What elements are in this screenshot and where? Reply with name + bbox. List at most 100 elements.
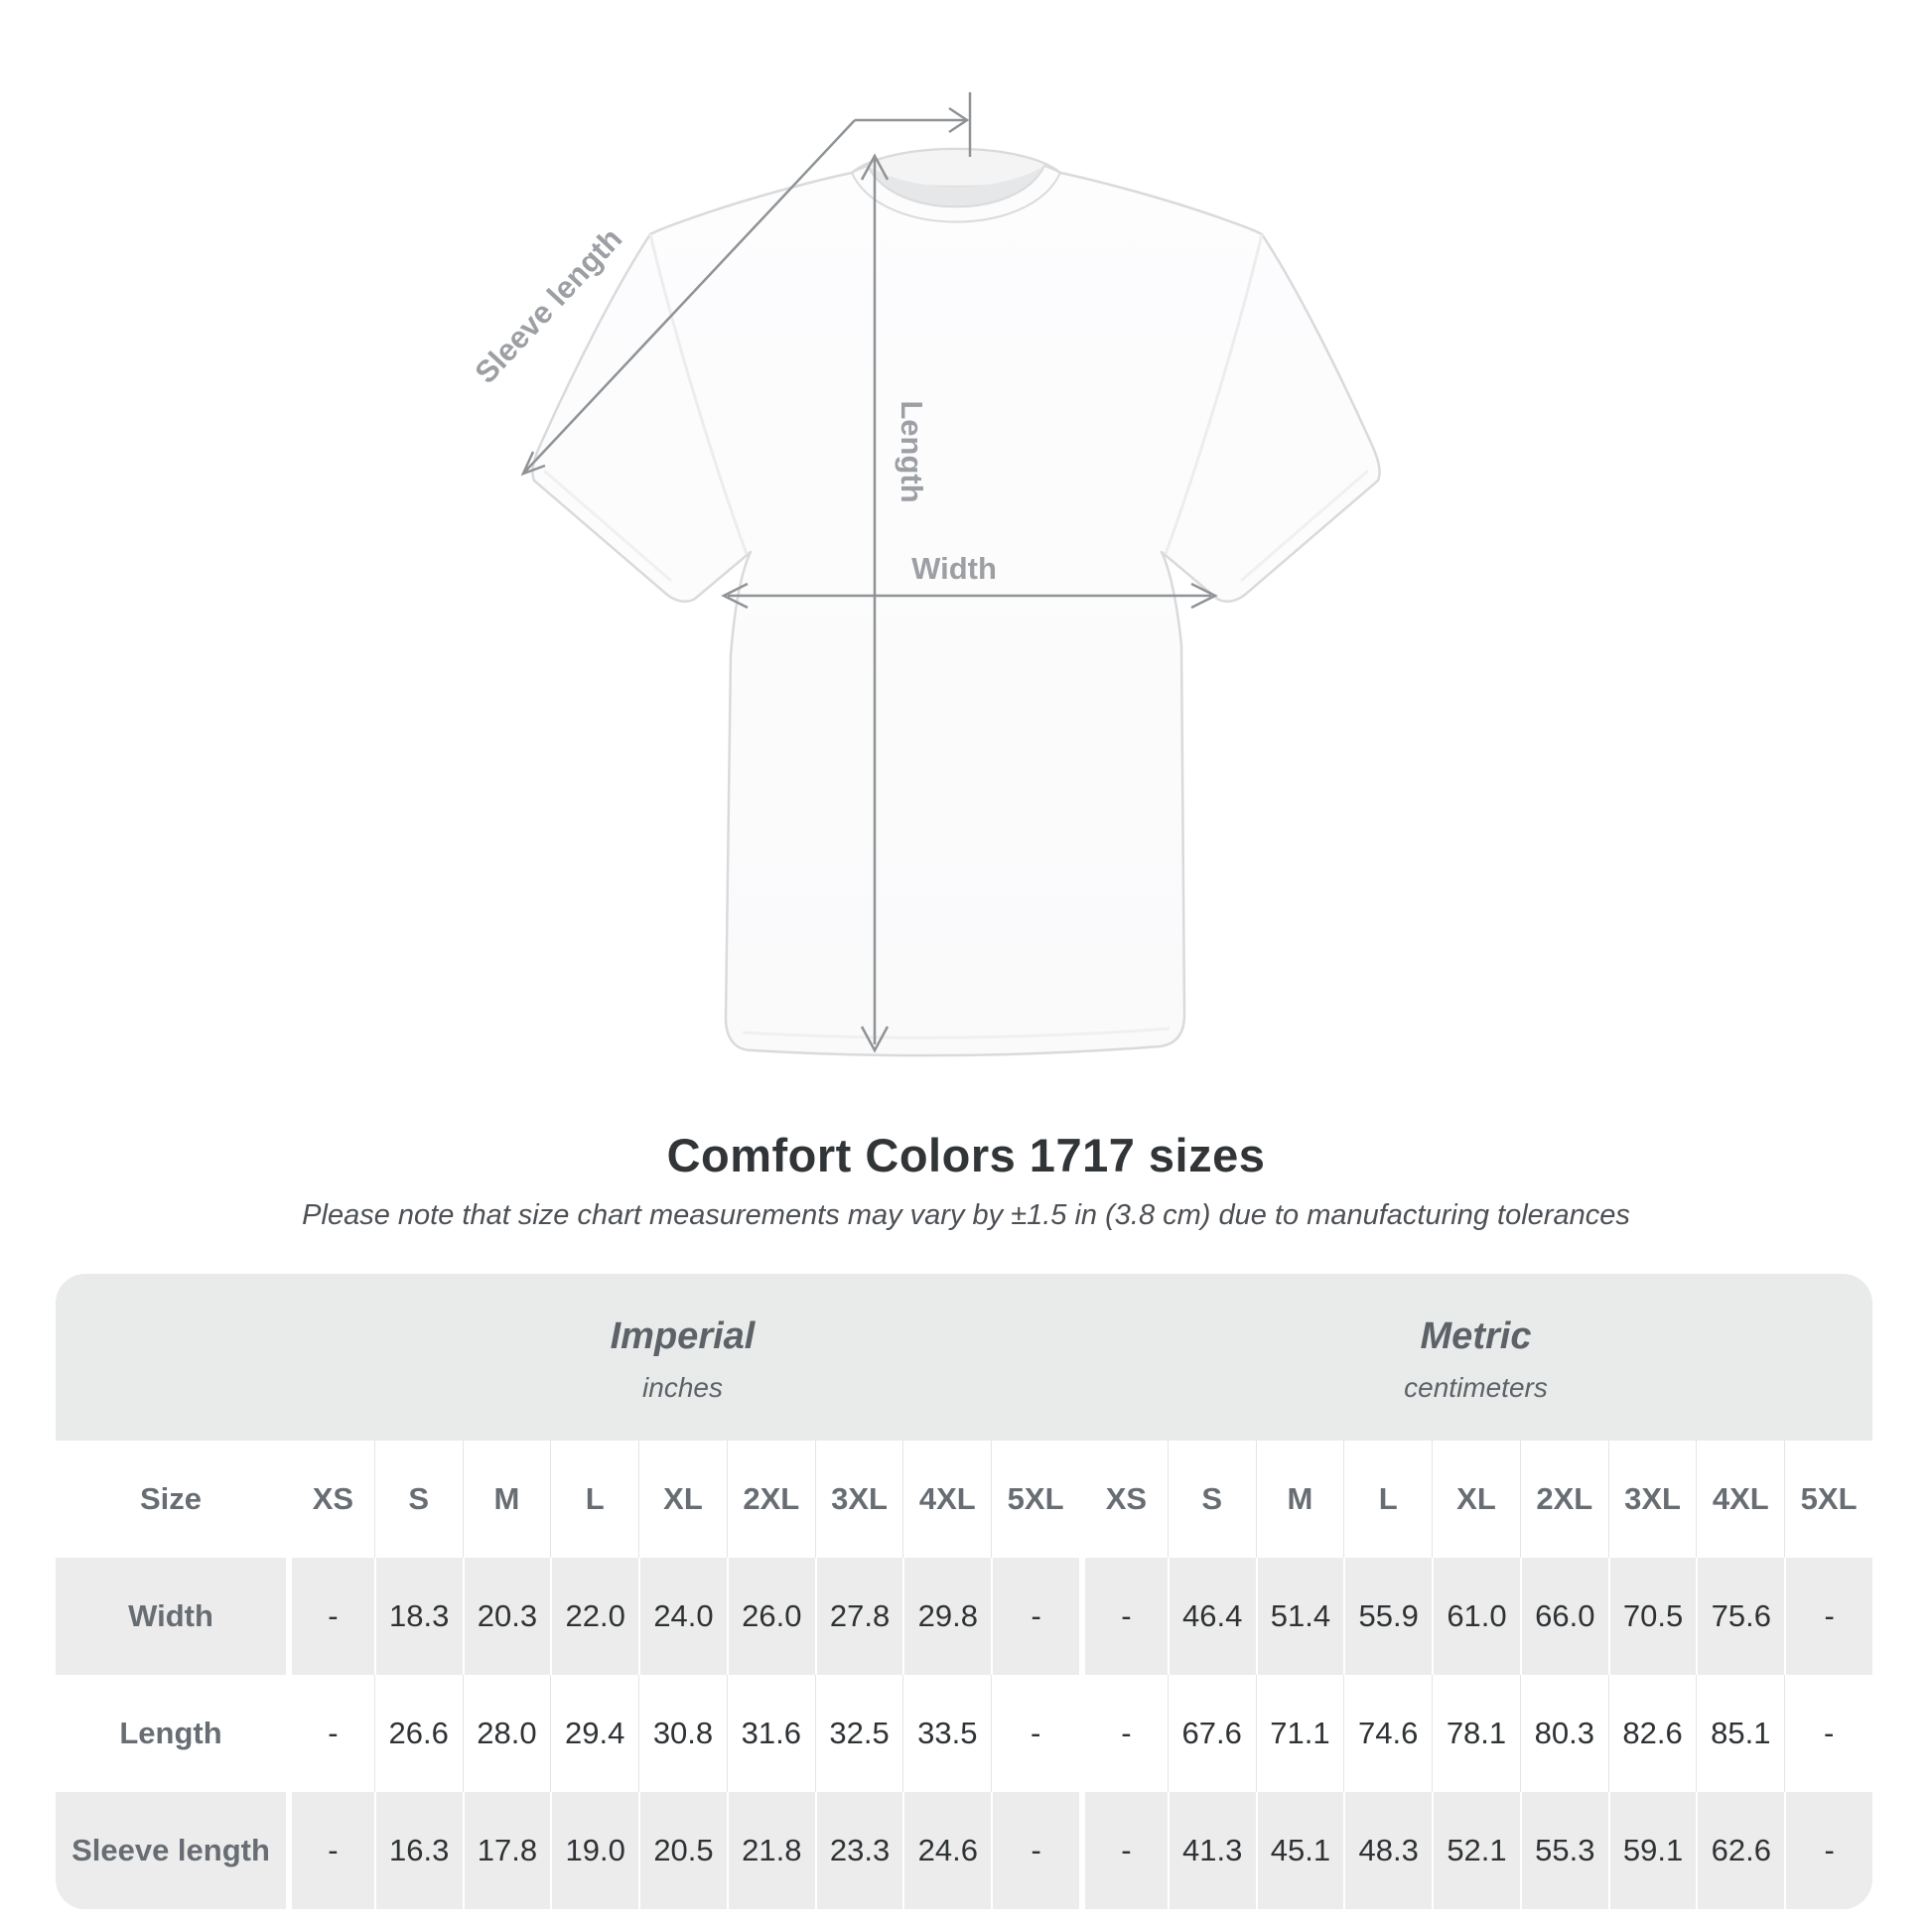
right-sleeve-hem-stitch <box>1240 469 1369 583</box>
value-cell-imperial-XS: - <box>286 1558 374 1675</box>
length-label: Length <box>895 400 929 502</box>
value-cell-imperial-5XL: - <box>991 1558 1079 1675</box>
tshirt-illustration <box>531 147 1381 1057</box>
size-header-imperial-4XL: 4XL <box>902 1441 992 1558</box>
left-sleeve-seam <box>648 233 749 555</box>
value-cell-imperial-4XL: 24.6 <box>902 1792 992 1909</box>
size-header-metric-3XL: 3XL <box>1607 1441 1697 1558</box>
size-chart-table: Imperial inches Metric centimeters Size X… <box>56 1274 1872 1909</box>
value-cell-metric-XS: - <box>1079 1792 1168 1909</box>
size-header-imperial-S: S <box>373 1441 463 1558</box>
value-cell-metric-4XL: 62.6 <box>1696 1792 1785 1909</box>
sleeve-length-right-arrowhead <box>948 106 970 134</box>
value-cell-metric-L: 55.9 <box>1343 1558 1433 1675</box>
page-title: Comfort Colors 1717 sizes <box>666 1129 1266 1181</box>
row-label: Width <box>56 1558 286 1675</box>
value-cell-metric-3XL: 70.5 <box>1607 1558 1697 1675</box>
value-cell-imperial-XS: - <box>286 1792 374 1909</box>
value-cell-imperial-S: 16.3 <box>373 1792 463 1909</box>
value-cell-metric-L: 74.6 <box>1343 1675 1433 1792</box>
size-label-spacer <box>56 1274 286 1441</box>
value-cell-metric-S: 41.3 <box>1167 1792 1256 1909</box>
value-cell-metric-M: 71.1 <box>1255 1675 1344 1792</box>
size-column-header: Size <box>56 1441 286 1558</box>
size-table-grid: Size XS S M L XL 2XL 3XL 4XL 5XL XS S M L XL 2XL 3XL 4XL 5… <box>56 1441 1872 1909</box>
value-cell-metric-S: 67.6 <box>1167 1675 1256 1792</box>
value-cell-imperial-L: 22.0 <box>550 1558 639 1675</box>
value-cell-imperial-3XL: 27.8 <box>814 1558 903 1675</box>
neck-opening <box>868 166 1044 207</box>
sleeve-length-diagonal-line <box>522 119 856 475</box>
tshirt-body <box>531 147 1381 1057</box>
size-header-imperial-XL: XL <box>638 1441 727 1558</box>
value-cell-metric-XS: - <box>1079 1675 1168 1792</box>
value-cell-imperial-2XL: 21.8 <box>726 1792 815 1909</box>
value-cell-metric-XL: 78.1 <box>1432 1675 1520 1792</box>
size-header-imperial-5XL: 5XL <box>991 1441 1079 1558</box>
size-header-imperial-3XL: 3XL <box>814 1441 903 1558</box>
left-sleeve-hem-stitch <box>543 469 672 583</box>
value-cell-metric-4XL: 85.1 <box>1696 1675 1785 1792</box>
size-header-imperial-M: M <box>462 1441 551 1558</box>
size-header-metric-M: M <box>1255 1441 1344 1558</box>
length-bottom-arrowhead <box>860 1026 890 1053</box>
value-cell-metric-3XL: 82.6 <box>1607 1675 1697 1792</box>
metric-group-unit: centimeters <box>1404 1371 1548 1403</box>
sleeve-length-annotation <box>520 92 972 477</box>
value-cell-imperial-L: 19.0 <box>550 1792 639 1909</box>
size-header-metric-XS: XS <box>1079 1441 1168 1558</box>
value-cell-imperial-4XL: 33.5 <box>902 1675 992 1792</box>
collar-front-band <box>851 165 1061 223</box>
right-sleeve-seam <box>1164 233 1264 555</box>
size-header-metric-2XL: 2XL <box>1519 1441 1608 1558</box>
row-label: Length <box>56 1675 286 1792</box>
value-cell-metric-5XL: - <box>1784 1558 1872 1675</box>
value-cell-imperial-M: 17.8 <box>462 1792 551 1909</box>
measurement-annotations <box>520 92 1218 1053</box>
value-cell-imperial-XL: 20.5 <box>638 1792 727 1909</box>
width-annotation <box>721 582 1218 610</box>
value-cell-imperial-XL: 24.0 <box>638 1558 727 1675</box>
size-header-imperial-L: L <box>550 1441 639 1558</box>
value-cell-metric-M: 51.4 <box>1255 1558 1344 1675</box>
size-header-metric-5XL: 5XL <box>1784 1441 1872 1558</box>
size-header-metric-4XL: 4XL <box>1696 1441 1785 1558</box>
row-label: Sleeve length <box>56 1792 286 1909</box>
imperial-group-name: Imperial <box>610 1314 756 1357</box>
value-cell-metric-2XL: 80.3 <box>1519 1675 1608 1792</box>
length-top-arrowhead <box>860 153 890 181</box>
tshirt-measurement-diagram: Sleeve length Length Width <box>468 92 1381 1057</box>
size-header-metric-XL: XL <box>1432 1441 1520 1558</box>
value-cell-metric-2XL: 55.3 <box>1519 1792 1608 1909</box>
size-header-imperial-XS: XS <box>286 1441 374 1558</box>
tshirt-diagram-svg: Sleeve length Length Width <box>468 92 1381 1057</box>
value-cell-imperial-5XL: - <box>991 1675 1079 1792</box>
value-cell-metric-L: 48.3 <box>1343 1792 1433 1909</box>
value-cell-metric-5XL: - <box>1784 1792 1872 1909</box>
value-cell-imperial-L: 29.4 <box>550 1675 639 1792</box>
length-annotation <box>860 153 890 1053</box>
bottom-hem-stitch <box>742 1027 1171 1039</box>
width-left-arrowhead <box>721 582 749 610</box>
metric-group-name: Metric <box>1420 1314 1532 1357</box>
page-subtitle: Please note that size chart measurements… <box>302 1199 1630 1231</box>
value-cell-metric-3XL: 59.1 <box>1607 1792 1697 1909</box>
value-cell-metric-2XL: 66.0 <box>1519 1558 1608 1675</box>
size-header-metric-L: L <box>1343 1441 1433 1558</box>
value-cell-metric-S: 46.4 <box>1167 1558 1256 1675</box>
value-cell-imperial-S: 18.3 <box>373 1558 463 1675</box>
value-cell-metric-XL: 61.0 <box>1432 1558 1520 1675</box>
width-right-arrowhead <box>1190 582 1218 610</box>
value-cell-imperial-M: 28.0 <box>462 1675 551 1792</box>
value-cell-imperial-XS: - <box>286 1675 374 1792</box>
imperial-group-unit: inches <box>642 1371 723 1403</box>
sleeve-length-end-arrowhead <box>520 451 546 477</box>
value-cell-metric-XL: 52.1 <box>1432 1792 1520 1909</box>
metric-group-header: Metric centimeters <box>1079 1274 1872 1441</box>
imperial-group-header: Imperial inches <box>286 1274 1079 1441</box>
value-cell-metric-4XL: 75.6 <box>1696 1558 1785 1675</box>
value-cell-imperial-XL: 30.8 <box>638 1675 727 1792</box>
unit-group-header: Imperial inches Metric centimeters <box>56 1274 1872 1441</box>
value-cell-metric-M: 45.1 <box>1255 1792 1344 1909</box>
